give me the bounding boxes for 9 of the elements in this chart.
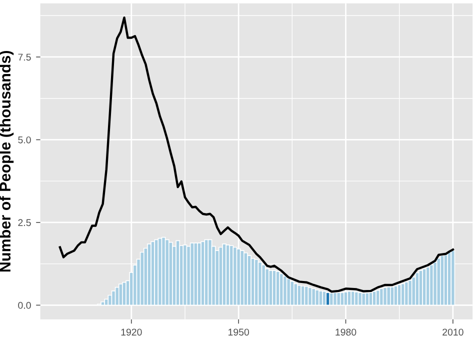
y-tick-label: 5.0 bbox=[18, 136, 31, 144]
y-tick-label: 2.5 bbox=[18, 219, 31, 226]
x-tick-label: 2010 bbox=[442, 328, 464, 336]
line-series bbox=[58, 16, 454, 293]
x-tick-label: 1980 bbox=[336, 328, 356, 336]
x-tick-label: 1920 bbox=[121, 328, 142, 336]
x-tick-label: 1950 bbox=[228, 328, 250, 336]
y-tick-label: 7.5 bbox=[18, 54, 31, 61]
y-tick-label: 0.0 bbox=[18, 302, 31, 309]
